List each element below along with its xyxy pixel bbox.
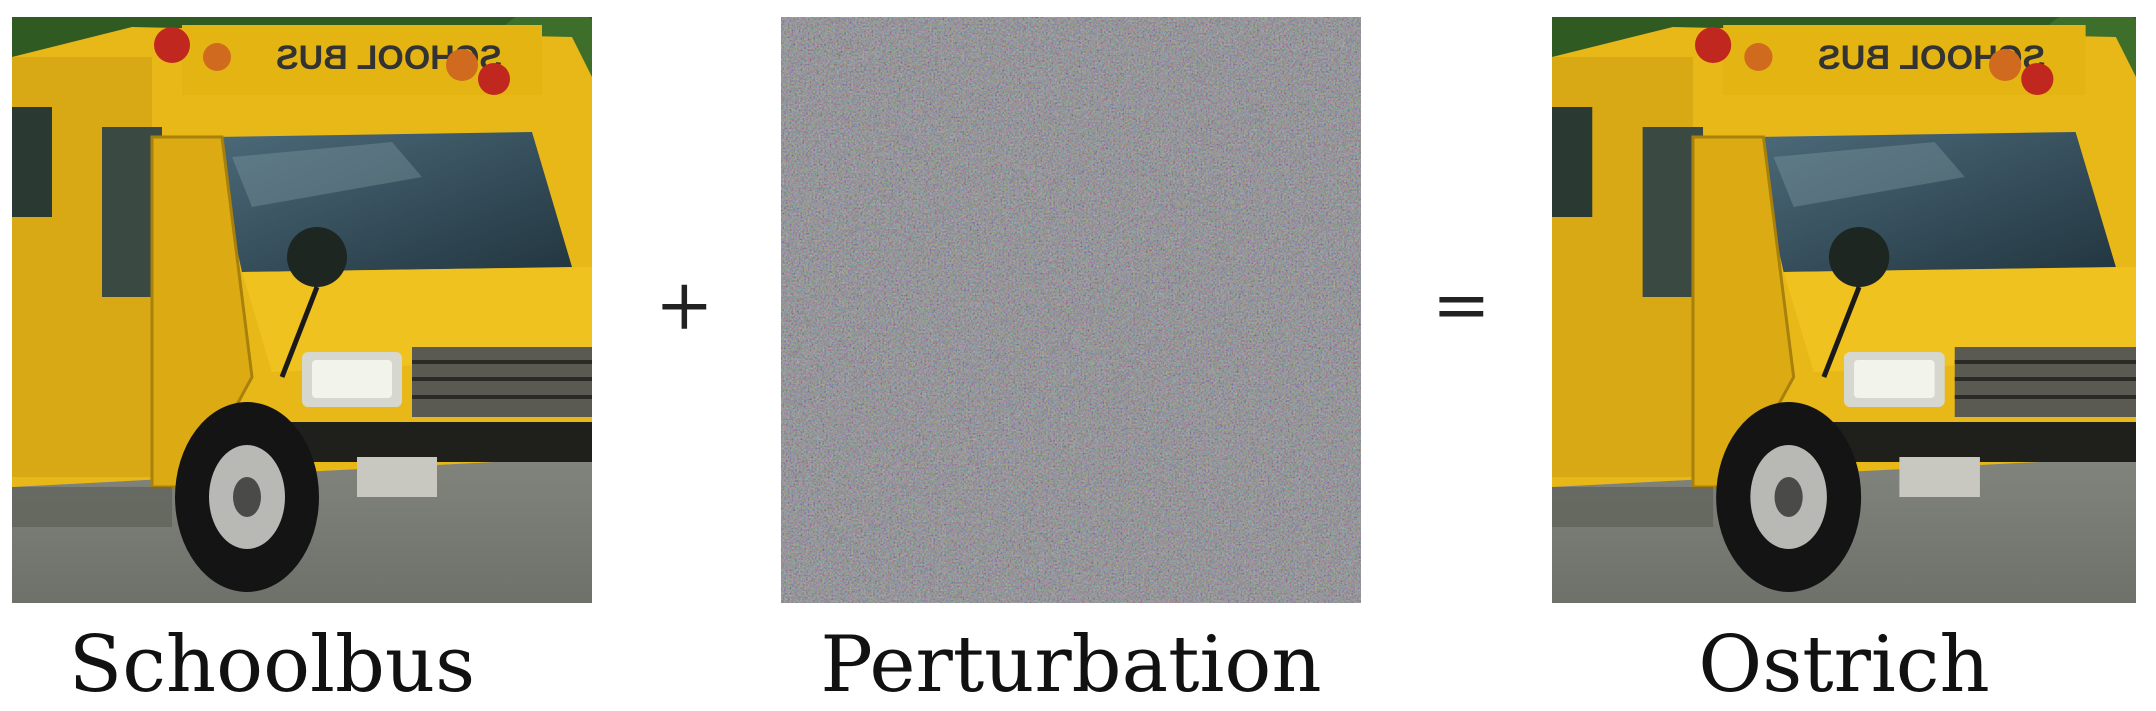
caption-schoolbus: Schoolbus — [68, 620, 476, 710]
equals-operator: = — [1432, 264, 1491, 346]
adversarial-image: SCHOOL BUS — [1552, 17, 2136, 603]
schoolbus-image: SCHOOL BUS — [12, 17, 592, 603]
caption-ostrich: Ostrich — [1698, 620, 1990, 710]
caption-perturbation: Perturbation — [820, 620, 1322, 710]
perturbation-image — [781, 17, 1361, 603]
plus-operator: + — [655, 264, 714, 346]
